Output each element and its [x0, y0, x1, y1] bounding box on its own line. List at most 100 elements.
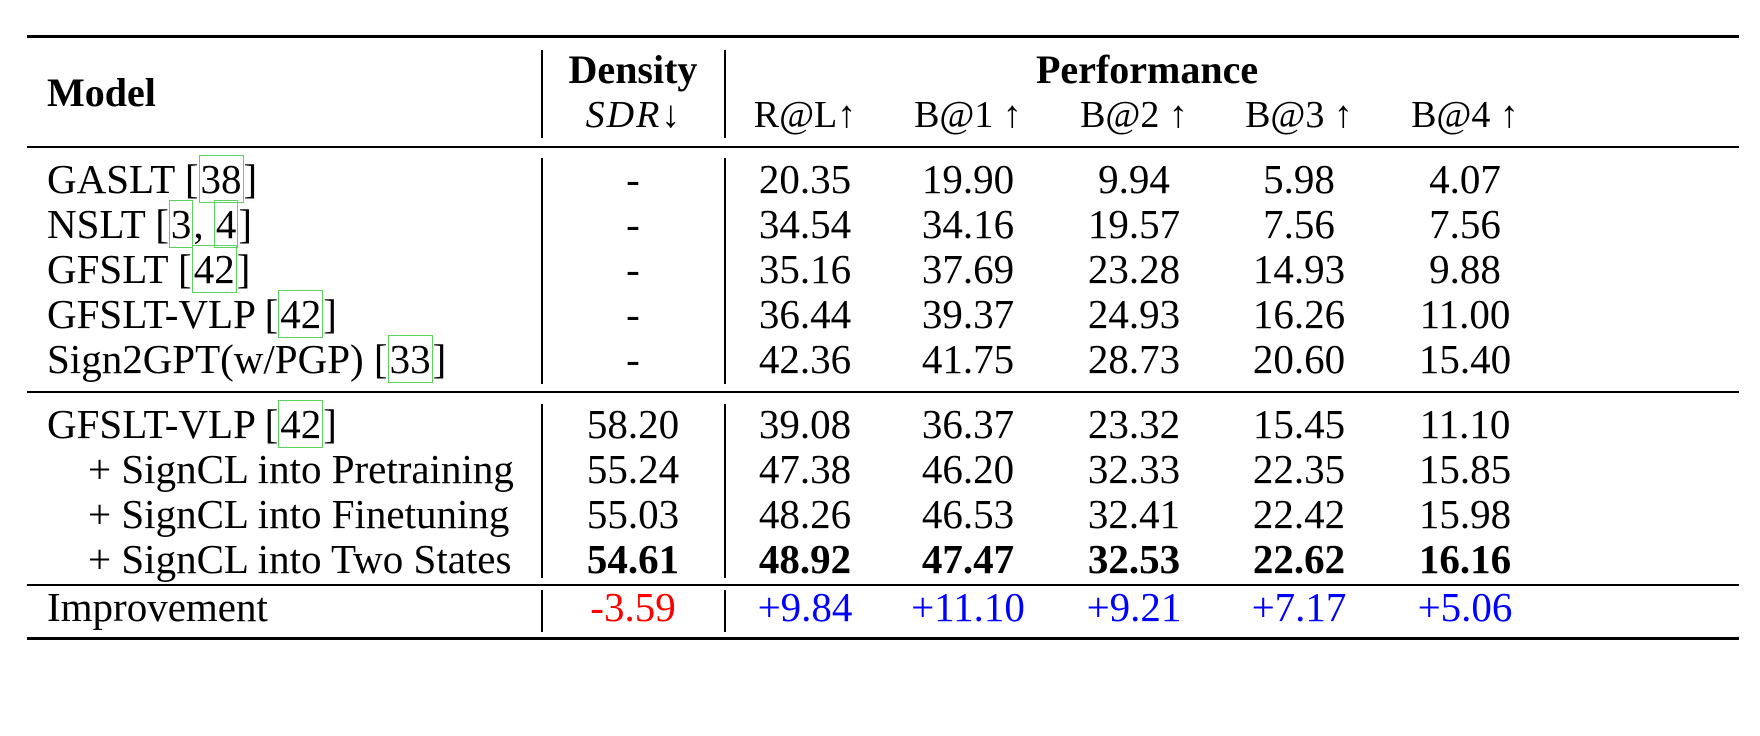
metric-value: 39.08: [758, 401, 852, 447]
metric-value: 48.92: [758, 536, 852, 582]
density-value: 54.61: [586, 536, 680, 582]
column-divider-1-segment-3: [541, 404, 543, 578]
ref-close: ]: [323, 401, 337, 447]
metric-value: 22.62: [1252, 536, 1346, 582]
model-name: GFSLT-VLP [: [47, 291, 279, 337]
metric-value: 16.26: [1252, 291, 1346, 337]
model-name: NSLT [: [47, 201, 169, 247]
metric-value: 11.10: [1419, 401, 1511, 447]
citation-ref-link[interactable]: 42: [191, 245, 237, 293]
metric-value: 5.98: [1263, 156, 1335, 202]
header-metric: R@L↑: [753, 94, 857, 136]
metric-value: 42.36: [758, 336, 852, 382]
metric-value: 23.28: [1087, 246, 1181, 292]
metric-value: 36.37: [921, 401, 1015, 447]
model-name: + SignCL into Pretraining: [88, 446, 514, 492]
header-sdr: SDR↓: [533, 96, 733, 134]
metric-value: 7.56: [1429, 201, 1501, 247]
improvement-value: +7.17: [1251, 584, 1347, 630]
model-name: GFSLT-VLP [: [47, 401, 279, 447]
table-row-model: + SignCL into Pretraining: [88, 449, 514, 490]
metric-value: 35.16: [758, 246, 852, 292]
header-metric: B@1 ↑: [914, 94, 1022, 136]
improvement-density: -3.59: [590, 584, 676, 630]
table-row-model: GFSLT-VLP [42]: [47, 400, 337, 448]
metric-value: 16.16: [1418, 536, 1512, 582]
column-divider-2-segment-4: [724, 590, 726, 632]
metric-value: 24.93: [1087, 291, 1181, 337]
metric-value: 28.73: [1087, 336, 1181, 382]
ref-close: ]: [432, 336, 447, 382]
column-divider-2-segment-1: [724, 50, 726, 138]
header-metric: B@4 ↑: [1411, 94, 1519, 136]
metric-value: 15.40: [1418, 336, 1512, 382]
header-performance: Performance: [1036, 47, 1259, 92]
header-model: Model: [47, 70, 156, 115]
bottom-rule: [27, 637, 1739, 640]
metric-value: 46.53: [921, 491, 1015, 537]
metric-value: 47.38: [758, 446, 852, 492]
header-rule: [27, 146, 1739, 148]
column-divider-2-segment-3: [724, 404, 726, 578]
metric-value: 46.20: [921, 446, 1015, 492]
metric-value: 20.35: [758, 156, 852, 202]
header-metric: B@2 ↑: [1080, 94, 1188, 136]
metric-value: 41.75: [921, 336, 1015, 382]
table-row-model: + SignCL into Two States: [88, 539, 511, 580]
metric-value: 19.90: [921, 156, 1015, 202]
metric-value: 48.26: [758, 491, 852, 537]
metric-value: 15.45: [1252, 401, 1346, 447]
metric-value: 47.47: [921, 536, 1015, 582]
column-divider-1-segment-1: [541, 50, 543, 138]
metric-value: 36.44: [758, 291, 852, 337]
metric-value: 34.54: [758, 201, 852, 247]
header-density: Density: [568, 47, 698, 92]
citation-ref-link[interactable]: 4: [213, 200, 239, 248]
citation-ref-link[interactable]: 33: [387, 335, 433, 383]
improvement-rule: [27, 584, 1739, 586]
density-value: 55.24: [586, 446, 680, 492]
citation-ref-link[interactable]: 42: [278, 400, 324, 448]
metric-value: 15.98: [1418, 491, 1512, 537]
column-divider-1-segment-4: [541, 590, 543, 632]
improvement-value: +11.10: [911, 584, 1025, 630]
model-name: + SignCL into Finetuning: [88, 491, 510, 537]
metric-value: 4.07: [1429, 156, 1501, 202]
metric-value: 9.88: [1429, 246, 1501, 292]
table-row-model: GFSLT [42]: [47, 245, 251, 293]
model-name: GFSLT [: [47, 246, 192, 292]
ref-close: ]: [323, 291, 337, 337]
table-row-model: NSLT [3, 4]: [47, 200, 252, 248]
improvement-value: +5.06: [1417, 584, 1513, 630]
density-value: -: [626, 156, 640, 202]
improvement-value: +9.21: [1086, 584, 1182, 630]
metric-value: 39.37: [921, 291, 1015, 337]
metric-value: 37.69: [921, 246, 1015, 292]
column-divider-1-segment-2: [541, 158, 543, 384]
density-value: -: [626, 201, 640, 247]
header-metric: B@3 ↑: [1245, 94, 1353, 136]
ref-close: ]: [236, 246, 251, 292]
density-value: -: [626, 336, 640, 382]
citation-ref-link[interactable]: 38: [198, 155, 244, 203]
model-name: + SignCL into Two States: [88, 536, 512, 582]
ref-separator: ,: [193, 201, 214, 247]
density-value: -: [626, 246, 640, 292]
citation-ref-link[interactable]: 42: [278, 290, 324, 338]
density-value: 55.03: [586, 491, 680, 537]
citation-ref-link[interactable]: 3: [168, 200, 194, 248]
down-arrow-icon: ↓: [661, 94, 681, 136]
table-row-model: Sign2GPT(w/PGP) [33]: [47, 335, 447, 383]
metric-value: 15.85: [1418, 446, 1512, 492]
metric-value: 14.93: [1252, 246, 1346, 292]
metric-value: 32.53: [1087, 536, 1181, 582]
top-rule: [27, 35, 1739, 38]
table-row-model: GFSLT-VLP [42]: [47, 290, 337, 338]
improvement-label: Improvement: [47, 584, 268, 630]
column-divider-2-segment-2: [724, 158, 726, 384]
metric-value: 11.00: [1419, 291, 1511, 337]
model-name: GASLT [: [47, 156, 199, 202]
ref-close: ]: [243, 156, 258, 202]
table-row-model: GASLT [38]: [47, 155, 258, 203]
